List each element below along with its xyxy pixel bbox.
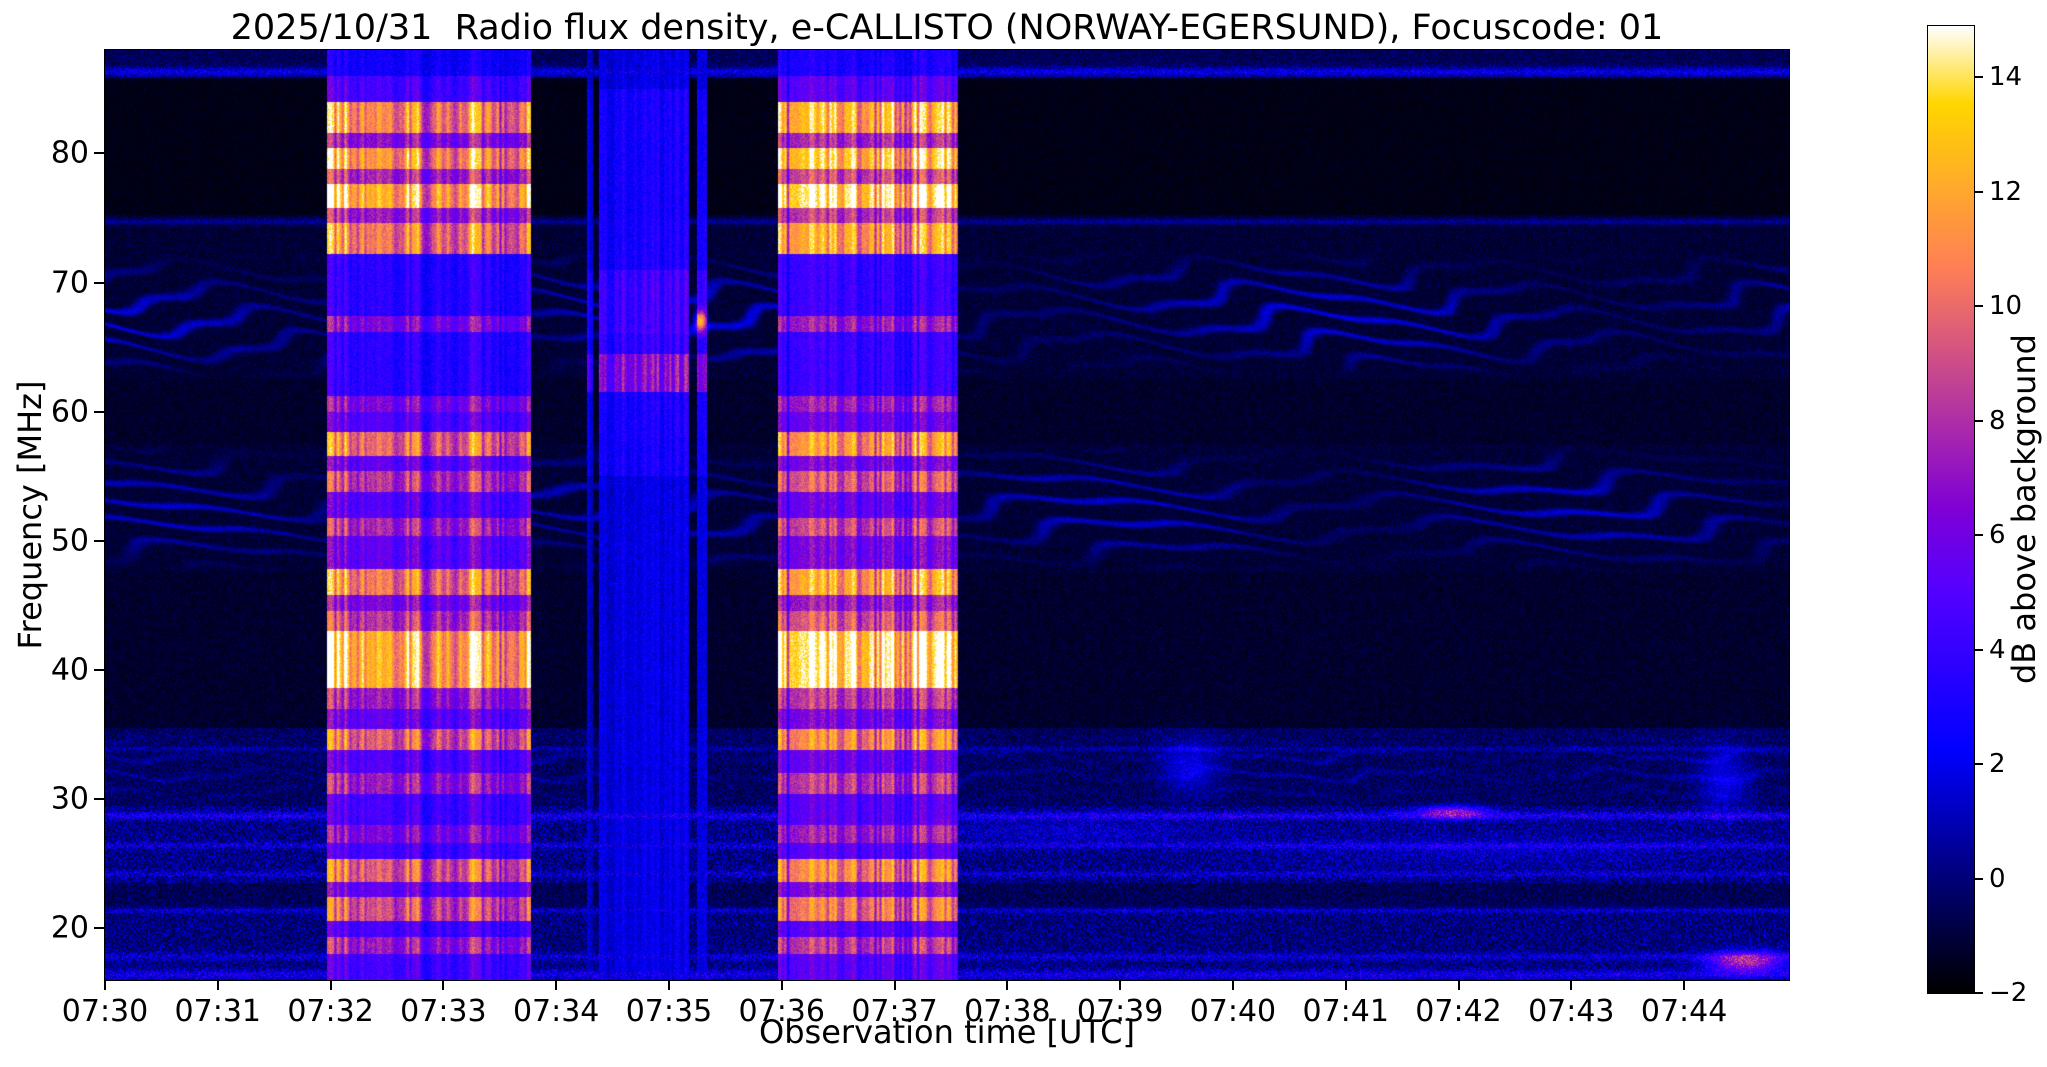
x-tick-mark <box>1006 980 1009 990</box>
y-tick-label: 80 <box>50 135 89 171</box>
x-tick-mark <box>780 980 783 990</box>
x-tick-label: 07:43 <box>1528 994 1615 1029</box>
x-tick-mark <box>1457 980 1460 990</box>
x-tick-label: 07:38 <box>964 994 1051 1029</box>
colorbar-tick-label: 10 <box>1989 291 2023 322</box>
y-tick-mark <box>94 669 104 671</box>
y-tick-label: 50 <box>50 523 89 559</box>
colorbar-tick-label: 12 <box>1989 176 2023 207</box>
colorbar-tick-label: 0 <box>1989 863 2006 894</box>
x-tick-label: 07:35 <box>625 994 713 1029</box>
colorbar-tick-mark <box>1975 419 1983 422</box>
colorbar-tick-label: 2 <box>1989 749 2006 780</box>
colorbar-tick-mark <box>1975 305 1983 308</box>
y-tick-mark <box>94 539 104 542</box>
x-tick-mark <box>1683 980 1686 990</box>
x-tick-label: 07:30 <box>61 994 149 1029</box>
colorbar <box>1927 25 1975 994</box>
x-tick-mark <box>104 980 106 990</box>
plot-area <box>104 49 1790 981</box>
x-tick-mark <box>329 980 332 990</box>
colorbar-tick-mark <box>1975 992 1983 994</box>
x-tick-label: 07:37 <box>851 994 938 1029</box>
x-tick-mark <box>1570 980 1573 990</box>
x-tick-label: 07:39 <box>1076 994 1164 1029</box>
x-tick-mark <box>893 980 896 990</box>
colorbar-label: dB above background <box>2005 334 2043 684</box>
x-tick-label: 07:33 <box>400 994 487 1029</box>
colorbar-tick-mark <box>1975 76 1983 79</box>
y-tick-mark <box>94 798 104 801</box>
colorbar-tick-mark <box>1975 877 1983 880</box>
colorbar-tick-label: 6 <box>1989 520 2006 551</box>
colorbar-tick-mark <box>1975 648 1983 651</box>
x-tick-label: 07:34 <box>512 994 600 1029</box>
x-tick-mark <box>667 980 670 990</box>
x-tick-mark <box>1231 980 1234 990</box>
x-tick-label: 07:31 <box>174 994 262 1029</box>
y-tick-label: 60 <box>50 394 89 430</box>
y-tick-mark <box>94 152 104 155</box>
x-axis-label: Observation time [UTC] <box>759 1013 1135 1051</box>
x-tick-mark <box>555 980 558 990</box>
y-tick-mark <box>94 927 104 930</box>
y-tick-mark <box>94 281 104 284</box>
x-tick-mark <box>216 980 219 990</box>
y-tick-label: 30 <box>50 781 89 817</box>
y-tick-mark <box>94 410 104 413</box>
x-tick-label: 07:41 <box>1302 994 1389 1029</box>
colorbar-tick-label: 8 <box>1989 405 2006 436</box>
x-tick-mark <box>1119 980 1122 990</box>
colorbar-tick-label: 4 <box>1989 634 2006 665</box>
colorbar-tick-label: −2 <box>1989 978 2028 1008</box>
colorbar-tick-mark <box>1975 763 1983 766</box>
x-tick-label: 07:40 <box>1189 994 1277 1029</box>
y-tick-label: 40 <box>50 652 89 688</box>
colorbar-tick-mark <box>1975 190 1983 193</box>
colorbar-tick-mark <box>1975 534 1983 537</box>
x-tick-mark <box>1344 980 1347 990</box>
x-tick-label: 07:32 <box>287 994 374 1029</box>
y-axis-label: Frequency [MHz] <box>11 380 49 650</box>
y-tick-label: 20 <box>50 910 89 946</box>
x-tick-mark <box>442 980 445 990</box>
y-tick-label: 70 <box>50 265 89 300</box>
chart-title: 2025/10/31 Radio flux density, e-CALLIST… <box>230 8 1664 48</box>
colorbar-gradient <box>1928 26 1974 993</box>
spectrogram-heatmap <box>105 50 1789 980</box>
x-tick-label: 07:42 <box>1415 994 1502 1029</box>
x-tick-label: 07:36 <box>738 994 825 1029</box>
colorbar-tick-label: 14 <box>1989 62 2023 93</box>
x-tick-label: 07:44 <box>1640 994 1728 1029</box>
